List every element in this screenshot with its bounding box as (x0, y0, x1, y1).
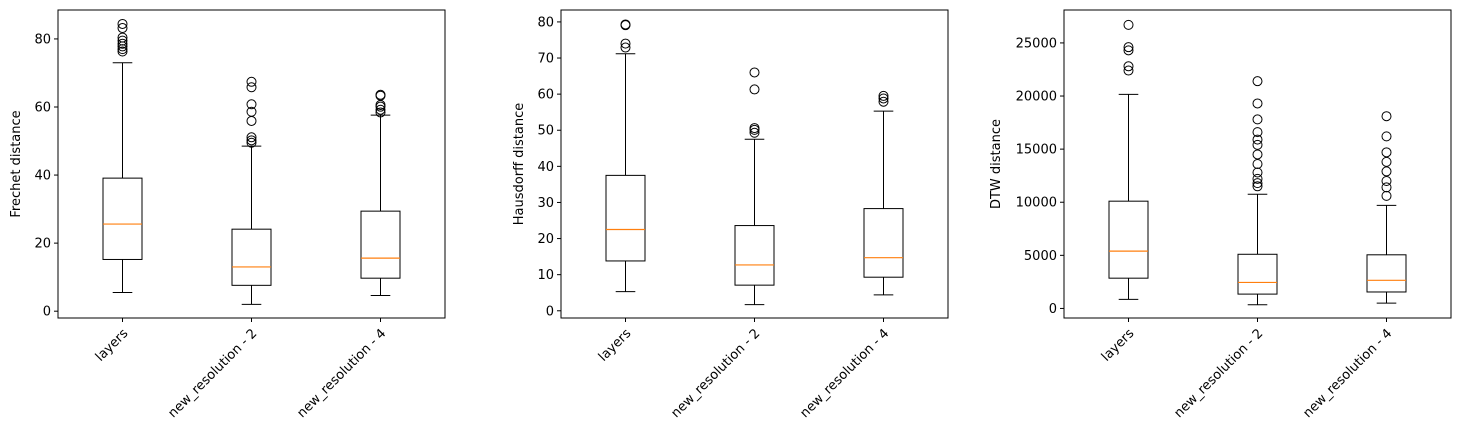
outlier-point (246, 76, 257, 87)
outlier-point (1252, 181, 1263, 192)
outlier-point (246, 106, 257, 117)
outlier-point (1381, 156, 1392, 167)
outlier-point (1381, 147, 1392, 158)
outlier-point (1381, 190, 1392, 201)
outlier-point (749, 123, 760, 134)
y-tick-label: 15000 (1016, 143, 1057, 158)
outlier-point (246, 99, 257, 110)
y-tick-label: 60 (537, 88, 554, 103)
iqr-box (231, 228, 272, 286)
outlier-point (1381, 111, 1392, 122)
y-tick-label: 25000 (1016, 36, 1057, 51)
iqr-box (360, 210, 401, 279)
outlier-point (1252, 114, 1263, 125)
frechet-box-2 (231, 76, 272, 305)
hausdorff-box-2 (734, 67, 775, 306)
y-tick-label: 40 (537, 160, 554, 175)
dtw-y-axis-label: DTW distance (989, 119, 1004, 209)
frechet-box-1 (102, 18, 143, 293)
outlier-point (1252, 167, 1263, 178)
iqr-box (1237, 253, 1278, 295)
frechet-y-axis-label: Frechet distance (9, 110, 24, 217)
outlier-point (1252, 76, 1263, 87)
outlier-point (375, 107, 386, 118)
y-tick-label: 20 (34, 237, 51, 252)
outlier-point (375, 89, 386, 100)
dtw-box-1 (1108, 19, 1149, 300)
outlier-point (878, 93, 889, 104)
outlier-point (117, 35, 128, 46)
hausdorff-y-axis-label: Hausdorff distance (512, 103, 527, 225)
outlier-point (620, 19, 631, 30)
outlier-point (1252, 173, 1263, 184)
dtw-box-2 (1237, 76, 1278, 306)
iqr-box (605, 174, 646, 262)
y-tick-label: 40 (34, 169, 51, 184)
hausdorff-box-1 (605, 19, 646, 293)
outlier-point (749, 67, 760, 78)
outlier-point (1252, 98, 1263, 109)
y-tick-label: 70 (537, 52, 554, 67)
outlier-point (1381, 182, 1392, 193)
frechet-box-3 (360, 89, 401, 297)
outlier-point (117, 46, 128, 57)
outlier-point (620, 38, 631, 49)
outlier-point (1123, 61, 1134, 72)
dtw-box-3 (1366, 111, 1407, 304)
outlier-point (878, 96, 889, 107)
iqr-box (734, 225, 775, 286)
outlier-point (246, 82, 257, 93)
y-tick-label: 0 (1049, 302, 1057, 317)
outlier-point (1252, 134, 1263, 145)
outlier-point (1252, 139, 1263, 150)
outlier-point (246, 137, 257, 148)
outlier-point (117, 38, 128, 49)
y-tick-label: 80 (34, 32, 51, 47)
outlier-point (1252, 159, 1263, 169)
outlier-point (1381, 175, 1392, 186)
outlier-point (1252, 178, 1263, 189)
y-tick-label: 0 (546, 304, 554, 319)
y-tick-label: 10000 (1016, 196, 1057, 211)
outlier-point (375, 104, 386, 115)
outlier-point (1252, 127, 1263, 138)
outlier-point (1381, 131, 1392, 142)
iqr-box (1366, 254, 1407, 293)
outlier-point (620, 42, 631, 53)
y-tick-label: 30 (537, 196, 554, 211)
y-tick-label: 80 (537, 15, 554, 30)
iqr-box (1108, 200, 1149, 279)
y-tick-label: 50 (537, 124, 554, 139)
outlier-point (1123, 45, 1134, 56)
outlier-point (1123, 65, 1134, 76)
outlier-point (1123, 19, 1134, 30)
outlier-point (117, 23, 128, 34)
outlier-point (1123, 42, 1134, 53)
outlier-point (1252, 149, 1263, 160)
y-tick-label: 20000 (1016, 90, 1057, 105)
outlier-point (1381, 166, 1392, 177)
y-tick-label: 5000 (1024, 249, 1057, 264)
outlier-point (749, 127, 760, 138)
outlier-point (749, 84, 760, 95)
outlier-point (246, 132, 257, 143)
y-tick-label: 10 (537, 268, 554, 283)
y-tick-label: 0 (43, 305, 51, 320)
y-tick-label: 20 (537, 232, 554, 247)
y-tick-label: 60 (34, 100, 51, 115)
hausdorff-box-3 (863, 90, 904, 296)
outlier-point (117, 32, 128, 43)
outlier-point (246, 135, 257, 146)
iqr-box (102, 177, 143, 260)
iqr-box (863, 208, 904, 278)
outlier-point (878, 90, 889, 101)
outlier-point (117, 18, 128, 29)
